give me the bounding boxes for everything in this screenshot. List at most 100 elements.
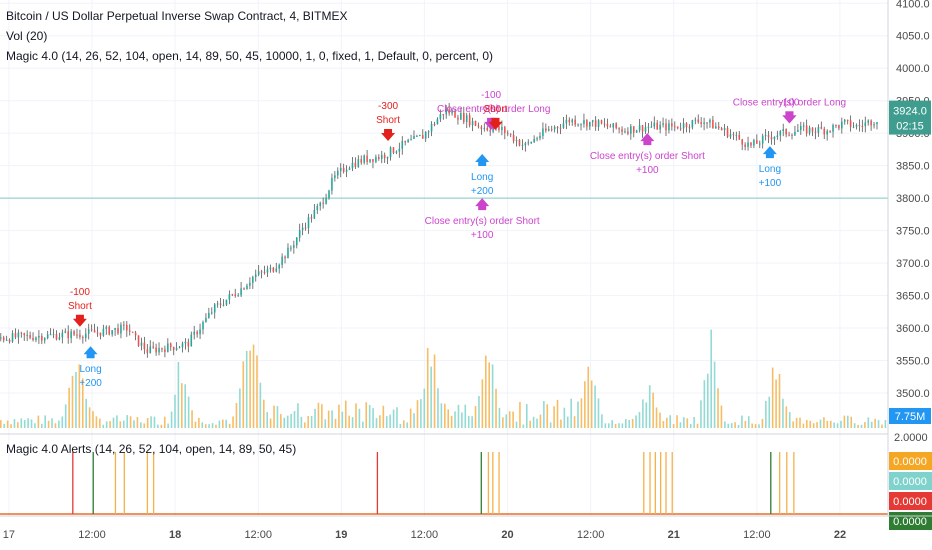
- candle: [90, 329, 93, 331]
- candle: [586, 120, 588, 127]
- volume-bar: [385, 416, 388, 428]
- candle: [726, 128, 729, 137]
- candle: [152, 346, 154, 348]
- volume-bar: [471, 416, 473, 428]
- candle: [331, 177, 333, 191]
- trade-label: -100: [481, 90, 501, 101]
- volume-bar: [225, 419, 228, 428]
- volume-bar: [553, 406, 555, 428]
- volume-bar: [597, 398, 600, 428]
- volume-bar: [645, 402, 648, 428]
- candle: [741, 139, 743, 145]
- volume-bar: [611, 420, 613, 428]
- chart-title: Bitcoin / US Dollar Perpetual Inverse Sw…: [6, 9, 348, 23]
- candle: [146, 349, 149, 353]
- volume-legend[interactable]: Vol (20): [6, 29, 48, 43]
- candle: [454, 111, 456, 118]
- candle: [23, 333, 26, 336]
- volume-bar: [143, 423, 146, 428]
- volume-bar: [68, 387, 70, 428]
- volume-bar: [160, 424, 163, 428]
- volume-bar: [566, 416, 569, 428]
- candle: [647, 126, 650, 128]
- volume-bar: [628, 419, 631, 428]
- volume-bar: [785, 406, 788, 428]
- candle: [662, 123, 664, 125]
- candle: [257, 271, 260, 275]
- candle: [216, 303, 219, 305]
- trade-label: Close entry(s) order Short: [590, 151, 705, 162]
- volume-bar: [20, 418, 23, 428]
- candle: [43, 338, 46, 341]
- candle: [615, 123, 617, 129]
- volume-bar: [71, 375, 74, 428]
- volume-bar: [754, 424, 757, 428]
- trade-label: +200: [79, 378, 102, 389]
- candle: [597, 120, 600, 127]
- volume-bar: [181, 383, 183, 428]
- volume-bar: [573, 416, 576, 428]
- candle: [260, 271, 263, 273]
- volume-bar: [478, 395, 480, 428]
- volume-bar: [406, 422, 409, 428]
- volume-bar: [426, 348, 429, 428]
- candle: [483, 128, 486, 130]
- candle: [600, 120, 603, 124]
- candle: [767, 134, 770, 138]
- strategy-legend[interactable]: Magic 4.0 (14, 26, 52, 104, open, 14, 89…: [6, 49, 493, 63]
- candle: [706, 122, 708, 124]
- volume-bar: [771, 367, 774, 428]
- volume-bar: [488, 362, 490, 428]
- candle: [430, 124, 433, 132]
- candle: [395, 151, 398, 153]
- candle: [334, 175, 336, 178]
- candle: [175, 348, 178, 350]
- candle: [750, 142, 752, 146]
- candle: [29, 335, 31, 338]
- candle: [196, 331, 198, 335]
- candle: [219, 303, 222, 305]
- candle: [489, 130, 491, 132]
- candle: [580, 124, 582, 126]
- candle: [67, 331, 69, 339]
- volume-bar: [625, 419, 627, 428]
- candle: [761, 135, 764, 144]
- volume-bar: [450, 415, 453, 428]
- trade-marker-long: [762, 146, 777, 159]
- candle: [694, 119, 697, 121]
- candle: [187, 341, 190, 347]
- volume-bar: [730, 423, 733, 428]
- candle: [357, 159, 360, 167]
- alerts-legend[interactable]: Magic 4.0 Alerts (14, 26, 52, 104, open,…: [6, 442, 297, 456]
- volume-bar: [590, 380, 593, 428]
- candle: [589, 121, 591, 127]
- candle: [237, 295, 239, 297]
- candle: [723, 128, 726, 131]
- volume-bar: [775, 379, 777, 428]
- volume-bar: [481, 379, 484, 428]
- volume-bar: [300, 416, 303, 428]
- candle: [378, 156, 380, 159]
- volume-bar: [563, 407, 566, 428]
- volume-bar: [570, 398, 572, 428]
- volume-bar: [706, 373, 709, 428]
- volume-bar: [536, 418, 538, 428]
- volume-bar: [293, 411, 296, 428]
- volume-bar: [116, 415, 118, 428]
- volume-bar: [314, 408, 316, 428]
- candle: [290, 247, 292, 249]
- candle: [805, 125, 808, 134]
- trade-label: Close entry(s) order Short: [425, 216, 540, 227]
- volume-bar: [864, 422, 866, 428]
- candle: [832, 125, 834, 132]
- volume-bar: [88, 407, 91, 428]
- candle: [864, 122, 867, 127]
- candle: [433, 124, 436, 126]
- volume-bar: [396, 407, 398, 428]
- volume-bar: [10, 424, 12, 428]
- candle: [26, 335, 28, 337]
- volume-bar: [64, 404, 67, 428]
- volume-bar: [105, 421, 108, 428]
- alerts-value-tag: [889, 492, 932, 510]
